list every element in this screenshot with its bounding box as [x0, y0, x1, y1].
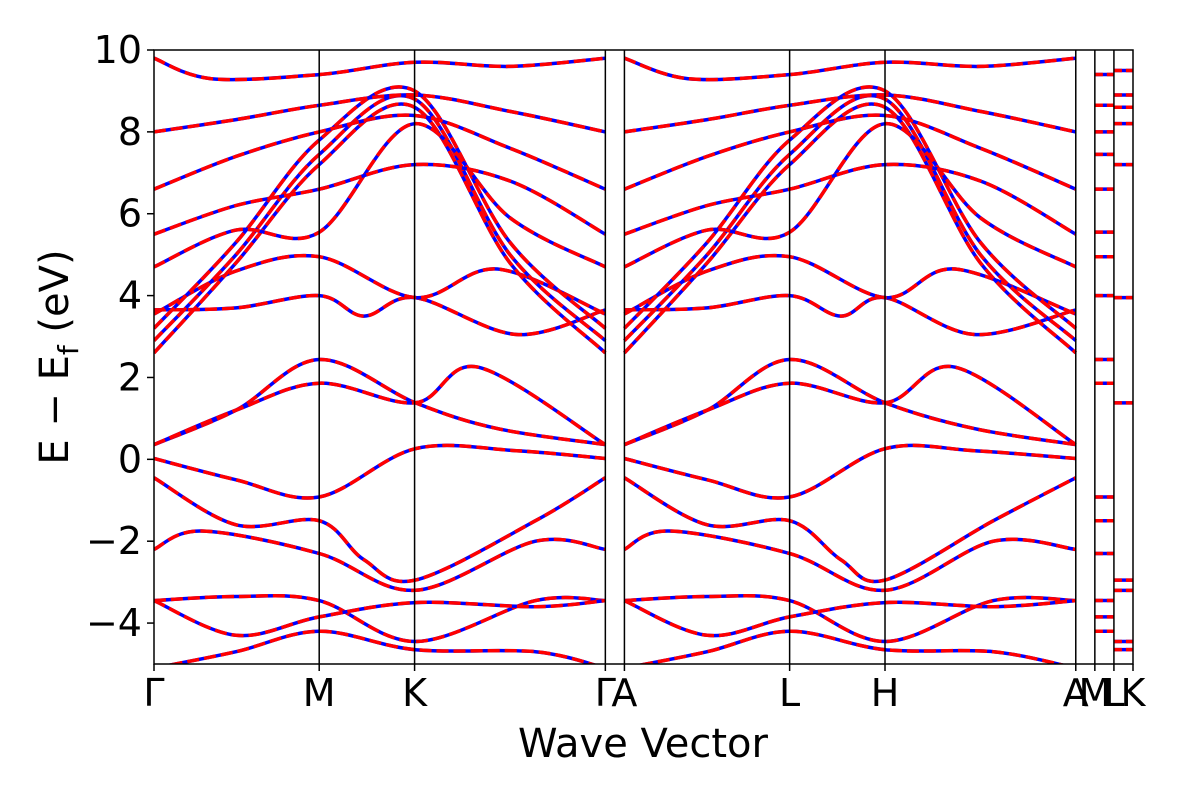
bands-layer [154, 56, 1133, 664]
y-tick-label-7: 10 [94, 28, 142, 72]
x-tick-label-6: H [871, 671, 900, 715]
band-16-dashed [154, 93, 606, 134]
band-33-solid [623, 113, 1077, 191]
band-5-dashed [154, 593, 606, 644]
y-tick-label-5: 6 [118, 192, 142, 236]
x-tick-label-4: A [611, 671, 637, 715]
x-tick-label-5: L [779, 671, 800, 715]
band-28-dashed [623, 102, 1078, 355]
band-19-dashed [623, 357, 1077, 447]
band-6-dashed [154, 598, 606, 638]
x-tick-label-0: Γ [143, 671, 164, 715]
y-tick-label-2: 0 [118, 437, 142, 481]
plot-frame [153, 49, 1134, 665]
band-15-solid [154, 113, 606, 191]
y-axis-title-main: E − E [32, 355, 78, 465]
band-20-dashed [623, 364, 1077, 447]
x-tick-label-3: Γ [595, 671, 616, 715]
band-12-dashed [154, 85, 607, 330]
band-35-solid [623, 56, 1076, 82]
band-26-dashed [624, 293, 1077, 337]
x-tick-label-8: M [1078, 671, 1111, 715]
y-axis-title-subscript: f [52, 344, 85, 355]
band-9-dashed [154, 253, 606, 316]
y-axis-ticks: −4 −2 0 2 4 6 8 10 [86, 28, 154, 645]
y-tick-label-3: 2 [118, 355, 142, 399]
y-axis-title: E − Ef (eV) [32, 249, 85, 464]
band-30-dashed [623, 85, 1077, 330]
y-axis-title-unit: (eV) [32, 249, 78, 345]
band-29-dashed [623, 93, 1077, 342]
band-22-dashed [623, 529, 1077, 593]
x-tick-label-9: L [1103, 671, 1124, 715]
band-31-dashed [623, 121, 1077, 269]
y-tick-label-0: −4 [86, 601, 142, 645]
band-25-dashed [636, 629, 1066, 664]
band-2-dashed [154, 364, 607, 447]
band-18-dashed [623, 443, 1076, 500]
band-34-dashed [624, 93, 1077, 134]
band-0-dashed [154, 443, 606, 500]
y-tick-label-6: 8 [118, 110, 142, 154]
band-13-dashed [154, 121, 607, 269]
x-tick-label-1: M [303, 671, 336, 715]
band-1-dashed [154, 357, 606, 447]
y-tick-label-1: −2 [86, 519, 142, 563]
x-tick-label-2: K [402, 671, 428, 715]
x-axis-title: Wave Vector [518, 721, 769, 767]
band-8-dashed [154, 293, 606, 337]
band-14-dashed [154, 162, 607, 236]
y-tick-label-4: 4 [118, 274, 142, 318]
band-10-dashed [154, 102, 607, 355]
band-7-dashed [166, 629, 598, 664]
band-4-dashed [154, 529, 606, 593]
high-symmetry-dividers [318, 50, 1115, 664]
band-21-dashed [623, 476, 1077, 584]
band-24-dashed [623, 598, 1076, 638]
x-tick-label-7: A [1063, 671, 1089, 715]
band-11-dashed [154, 93, 607, 342]
plot-background [154, 50, 1133, 664]
band-3-dashed [154, 476, 607, 584]
band-27-dashed [623, 253, 1077, 316]
band-23-dashed [624, 593, 1076, 644]
band-32-dashed [623, 162, 1077, 236]
x-tick-label-10: K [1121, 671, 1147, 715]
band-17-dashed [154, 56, 606, 82]
